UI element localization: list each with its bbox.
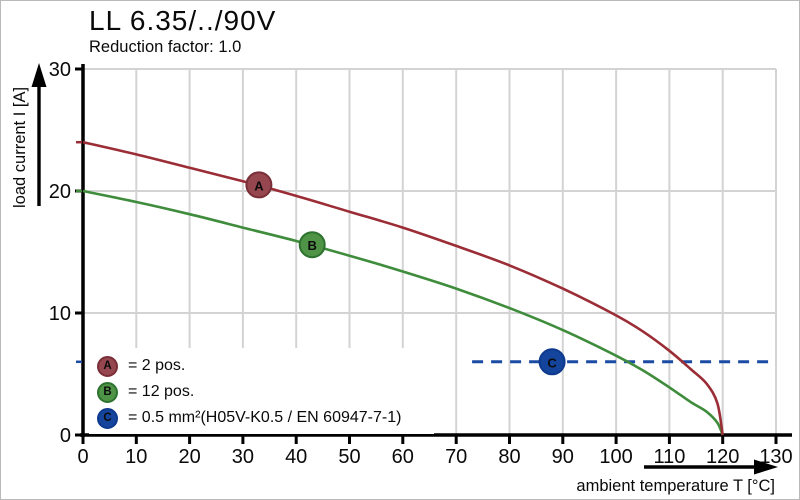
svg-text:C: C: [547, 355, 557, 370]
y-axis-arrow-icon: [31, 63, 47, 206]
legend-text-a: = 2 pos.: [128, 357, 186, 374]
svg-text:20: 20: [178, 446, 200, 468]
x-axis-label: ambient temperature T [°C]: [576, 477, 775, 495]
legend-marker-c-icon: C: [97, 407, 118, 429]
marker-a: A: [245, 171, 273, 199]
legend-marker-a-icon: A: [97, 355, 118, 377]
svg-text:80: 80: [498, 446, 520, 468]
svg-text:70: 70: [445, 446, 467, 468]
svg-text:110: 110: [653, 446, 685, 468]
svg-text:0: 0: [60, 425, 71, 447]
legend-marker-b-icon: B: [97, 381, 118, 403]
marker-b: B: [298, 231, 326, 259]
legend-item-b: B = 12 pos.: [97, 379, 434, 405]
svg-text:60: 60: [392, 446, 414, 468]
gridlines: [83, 68, 777, 435]
legend-item-a: A = 2 pos.: [97, 353, 434, 379]
svg-text:120: 120: [706, 446, 739, 468]
y-axis-series-marks: [76, 140, 82, 364]
legend-text-b: = 12 pos.: [128, 383, 195, 400]
marker-c: C: [538, 348, 566, 376]
axes: [80, 64, 792, 437]
legend-letter-b: B: [103, 386, 112, 398]
svg-text:30: 30: [49, 59, 71, 81]
svg-text:A: A: [254, 178, 264, 193]
curve-b: [82, 189, 724, 436]
legend: A = 2 pos. B = 12 pos. C = 0.5 mm²(H05V-…: [89, 348, 434, 434]
svg-text:10: 10: [49, 303, 71, 325]
svg-text:90: 90: [552, 446, 574, 468]
legend-item-c: C = 0.5 mm²(H05V-K0.5 / EN 60947-7-1): [97, 405, 434, 431]
legend-letter-c: C: [103, 412, 112, 424]
curve-a: [82, 140, 724, 436]
svg-text:10: 10: [125, 446, 147, 468]
svg-text:40: 40: [285, 446, 307, 468]
svg-text:20: 20: [49, 181, 71, 203]
x-axis-arrow-icon: [644, 459, 778, 475]
svg-text:B: B: [308, 238, 317, 253]
legend-letter-a: A: [103, 360, 112, 372]
chart-subtitle: Reduction factor: 1.0: [89, 38, 242, 56]
axis-ticks-and-labels: 0 10 20 30 40 50 60 70 80 90 100 110 120 130 0 10 20 30: [49, 59, 793, 468]
svg-text:50: 50: [338, 446, 360, 468]
svg-text:0: 0: [77, 446, 88, 468]
chart-title: LL 6.35/../90V: [89, 5, 277, 36]
svg-text:100: 100: [599, 446, 632, 468]
legend-text-c: = 0.5 mm²(H05V-K0.5 / EN 60947-7-1): [128, 409, 402, 426]
svg-text:30: 30: [232, 446, 254, 468]
svg-text:130: 130: [759, 446, 792, 468]
